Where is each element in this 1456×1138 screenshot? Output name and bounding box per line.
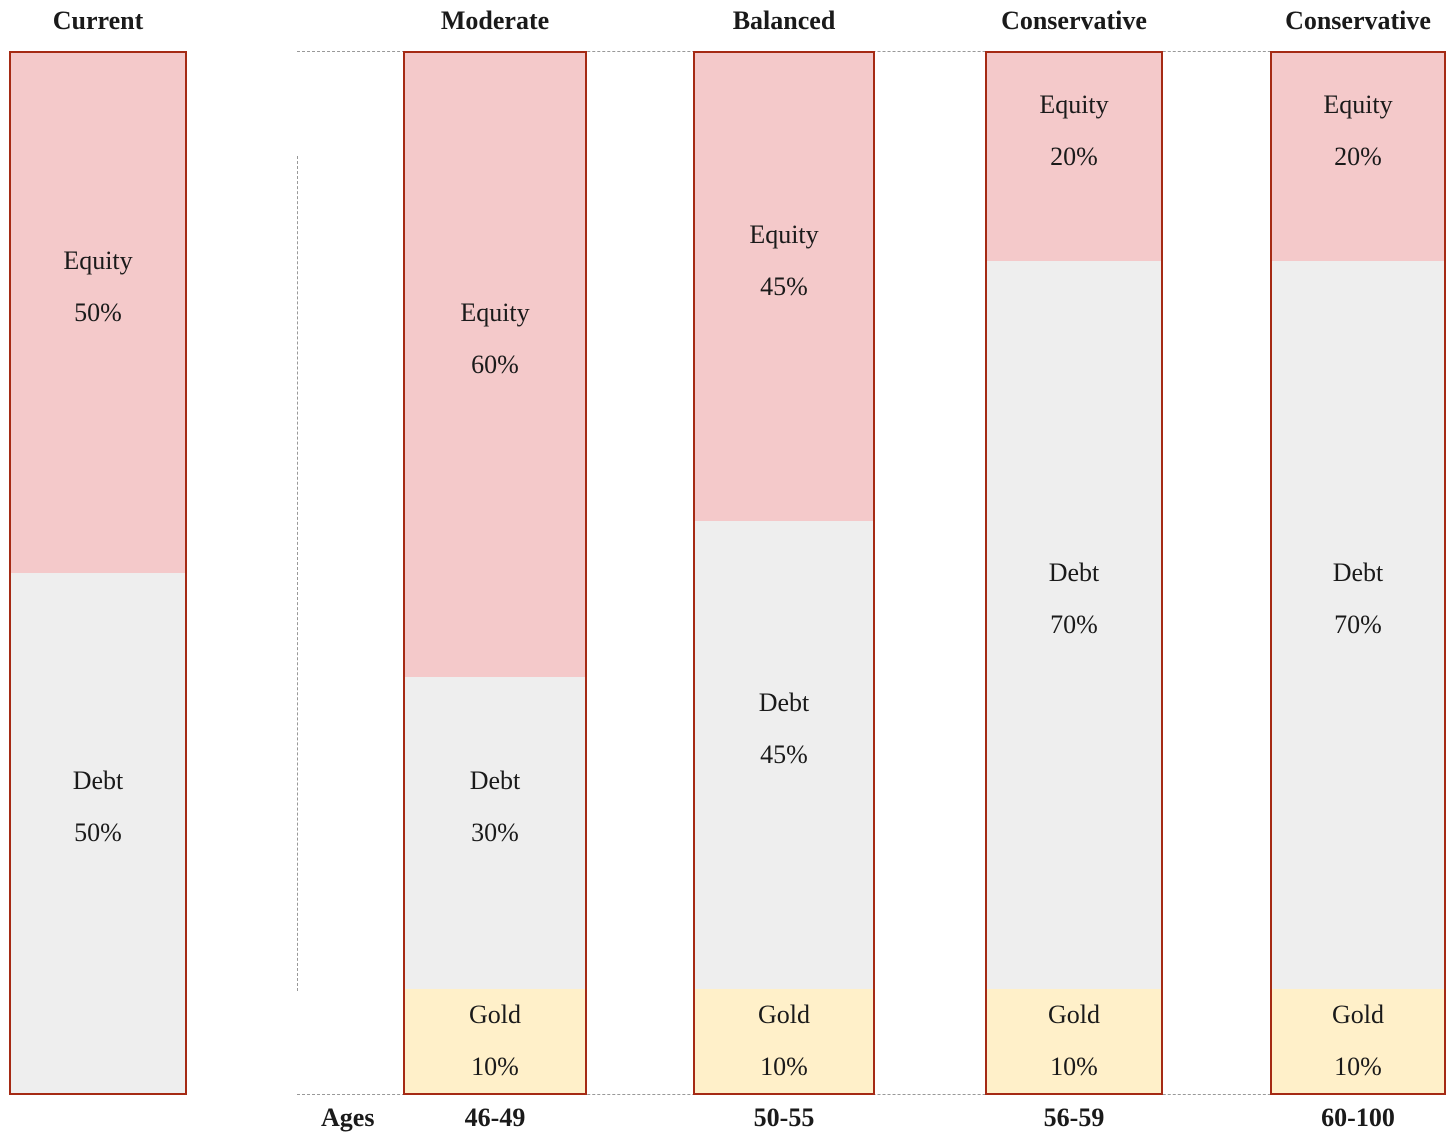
segment-value-label: 10% (1050, 1052, 1098, 1081)
segment-value-label: 70% (1334, 610, 1382, 639)
bar-segment-debt: Debt 50% (11, 573, 185, 1093)
segment-name-label: Equity (63, 246, 133, 275)
column-title: Conservative (1001, 6, 1147, 35)
ages-caption: Ages (321, 1103, 375, 1132)
segment-value-label: 20% (1334, 142, 1382, 171)
segment-name-label: Debt (758, 688, 810, 717)
segment-value-label: 50% (74, 298, 122, 327)
segment-name-label: Debt (72, 766, 124, 795)
bar-segment-gold: Gold 10% (695, 989, 873, 1093)
bar-segment-equity: Equity 45% (695, 53, 873, 521)
bar-segment-debt: Debt 70% (987, 261, 1161, 989)
segment-value-label: 70% (1050, 610, 1098, 639)
segment-name-label: Gold (1332, 1000, 1384, 1029)
bar-segment-gold: Gold 10% (1272, 989, 1444, 1093)
column-title: Current (52, 6, 144, 35)
segment-value-label: 10% (1334, 1052, 1382, 1081)
segment-name-label: Gold (758, 1000, 810, 1029)
segment-name-label: Gold (1048, 1000, 1100, 1029)
segment-value-label: 45% (760, 272, 808, 301)
segment-name-label: Debt (469, 766, 521, 795)
segment-name-label: Debt (1048, 558, 1100, 587)
stacked-bar-moderate-46-49: Equity 60% Debt 30% Gold 10% (403, 51, 587, 1095)
segment-value-label: 50% (74, 818, 122, 847)
bar-segment-debt: Debt 30% (405, 677, 585, 989)
age-range-label: 50-55 (753, 1103, 815, 1132)
column-title: Conservative (1285, 6, 1431, 35)
segment-name-label: Equity (460, 298, 530, 327)
segment-value-label: 10% (760, 1052, 808, 1081)
bar-segment-equity: Equity 20% (1272, 53, 1444, 261)
segment-name-label: Equity (1039, 90, 1109, 119)
stacked-bar-conservative-56-59: Equity 20% Debt 70% Gold 10% (985, 51, 1163, 1095)
stacked-bar-current: Equity 50% Debt 50% (9, 51, 187, 1095)
stacked-bar-balanced-50-55: Equity 45% Debt 45% Gold 10% (693, 51, 875, 1095)
bar-segment-gold: Gold 10% (405, 989, 585, 1093)
segment-name-label: Equity (749, 220, 819, 249)
segment-name-label: Debt (1332, 558, 1384, 587)
age-range-label: 46-49 (464, 1103, 526, 1132)
segment-value-label: 30% (471, 818, 519, 847)
bar-segment-gold: Gold 10% (987, 989, 1161, 1093)
segment-name-label: Equity (1323, 90, 1393, 119)
segment-value-label: 20% (1050, 142, 1098, 171)
bar-segment-equity: Equity 20% (987, 53, 1161, 261)
age-range-label: 60-100 (1321, 1103, 1395, 1132)
bar-segment-equity: Equity 60% (405, 53, 585, 677)
bar-segment-debt: Debt 70% (1272, 261, 1444, 989)
segment-value-label: 45% (760, 740, 808, 769)
age-range-label: 56-59 (1043, 1103, 1105, 1132)
segment-value-label: 60% (471, 350, 519, 379)
bar-segment-equity: Equity 50% (11, 53, 185, 573)
column-title: Balanced (732, 6, 836, 35)
bar-segment-debt: Debt 45% (695, 521, 873, 989)
segment-name-label: Gold (469, 1000, 521, 1029)
segment-value-label: 10% (471, 1052, 519, 1081)
vertical-guide-line (297, 156, 298, 991)
column-title: Moderate (440, 6, 550, 35)
stacked-bar-conservative-60-100: Equity 20% Debt 70% Gold 10% (1270, 51, 1446, 1095)
